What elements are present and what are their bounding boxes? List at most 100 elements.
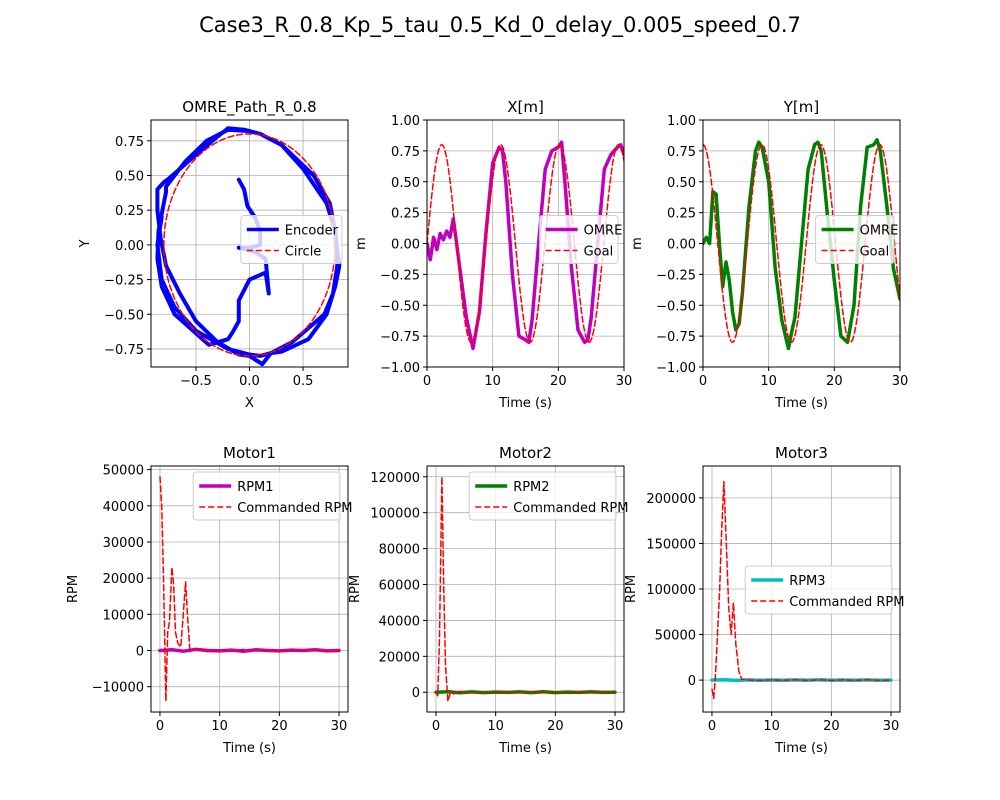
legend-label: Goal [584, 245, 614, 260]
y-tick-label: 20000 [103, 572, 144, 587]
axes-title: Motor3 [775, 444, 828, 462]
y-tick-label: 0.75 [391, 145, 420, 160]
series-line-commanded-rpm [435, 476, 616, 702]
y-tick-label: 0.75 [115, 135, 144, 150]
y-tick-label: −10000 [92, 681, 144, 696]
y-tick-label: −0.75 [104, 343, 144, 358]
legend-box [744, 565, 893, 615]
legend-box [539, 215, 619, 264]
y-axis-label: m [354, 237, 369, 250]
y-tick-label: 0 [412, 686, 420, 701]
axes-title: Y[m] [783, 98, 819, 116]
y-tick-label: 40000 [379, 614, 420, 629]
y-tick-label: −0.50 [104, 308, 144, 323]
y-tick-label: 100000 [646, 583, 696, 598]
y-tick-label: 0.25 [667, 207, 696, 222]
plot-area [434, 476, 617, 702]
series-line-omre [427, 140, 624, 351]
x-tick-label: 0 [156, 719, 164, 734]
x-tick-label: 0 [423, 374, 431, 389]
y-tick-label: 1.00 [391, 114, 420, 129]
x-axis-label: Time (s) [498, 741, 552, 756]
y-tick-label: 80000 [379, 543, 420, 558]
legend-label: Encoder [285, 224, 339, 239]
axes-container: −0.5 0.0 0.5 −0.75 −0.50 −0.25 0.00 0.25 0.50 0.7… [66, 98, 908, 756]
figure-suptitle: Case3_R_0.8_Kp_5_tau_0.5_Kd_0_delay_0.00… [199, 13, 801, 38]
y-tick-label: −1.00 [656, 361, 696, 376]
legend-label: OMRE [860, 224, 899, 239]
series-line-commanded-rpm [159, 476, 340, 702]
legend: OMRE Goal [539, 215, 623, 264]
x-tick-label: 10 [484, 374, 501, 389]
x-axis-label: Time (s) [498, 396, 552, 411]
y-tick-label: −0.25 [380, 268, 420, 283]
axes-frame [426, 465, 625, 713]
axes-title: X[m] [507, 98, 544, 116]
x-axis-label: Time (s) [222, 741, 276, 756]
plot-area [427, 140, 624, 351]
legend-label: RPM3 [789, 574, 825, 589]
y-tick-label: −0.25 [104, 274, 144, 289]
legend-box [192, 471, 341, 521]
legend-label: Commanded RPM [513, 501, 628, 516]
y-tick-label: 30000 [103, 536, 144, 551]
x-axis-label: Time (s) [774, 741, 828, 756]
axes-title: Motor1 [223, 444, 276, 462]
legend-label: Goal [860, 245, 890, 260]
y-tick-label: 0.50 [115, 170, 144, 185]
legend-label: OMRE [584, 224, 623, 239]
axes-frame [150, 465, 349, 713]
x-tick-label: 20 [271, 719, 288, 734]
y-tick-label: 1.00 [667, 114, 696, 129]
axes-motor2: 0 10 20 30 0 20000 40000 60000 80000 100000 120000… [348, 444, 628, 756]
x-tick-label: 30 [892, 374, 909, 389]
series-line-circle [163, 133, 336, 357]
plot-area [710, 480, 893, 700]
y-tick-label: −1.00 [380, 361, 420, 376]
y-tick-label: 50000 [103, 464, 144, 479]
legend-box [240, 215, 343, 264]
x-tick-label: 30 [883, 719, 900, 734]
y-axis-label: m [630, 237, 645, 250]
y-tick-label: 0.25 [391, 207, 420, 222]
x-tick-label: 0.0 [239, 374, 260, 389]
legend-label: Commanded RPM [789, 595, 904, 610]
x-tick-label: 30 [331, 719, 348, 734]
y-tick-label: −0.50 [656, 299, 696, 314]
x-tick-label: 20 [823, 719, 840, 734]
axes-motor3: 0 10 20 30 0 50000 100000 150000 200000 Motor3 Tim… [624, 444, 904, 756]
y-axis-label: RPM [348, 575, 363, 603]
series-line-commanded-rpm [711, 480, 892, 700]
x-tick-label: 0 [699, 374, 707, 389]
x-tick-label: 0.5 [293, 374, 314, 389]
x-tick-label: 20 [547, 719, 564, 734]
legend-label: RPM1 [237, 480, 273, 495]
legend-box [815, 215, 895, 264]
y-tick-label: 150000 [646, 537, 696, 552]
y-axis-label: RPM [624, 575, 639, 603]
legend: RPM3 Commanded RPM [744, 565, 904, 615]
legend-label: RPM2 [513, 480, 549, 495]
x-tick-label: 20 [550, 374, 567, 389]
y-tick-label: 20000 [379, 650, 420, 665]
legend-label: Circle [285, 245, 322, 260]
axes-ym: 0 10 20 30 −1.00 −0.75 −0.50 −0.25 0.00 0.25 0.50 0… [630, 98, 908, 411]
axes-title: Motor2 [499, 444, 552, 462]
x-tick-label: 30 [607, 719, 624, 734]
x-tick-label: 0 [432, 719, 440, 734]
x-axis-label: X [245, 396, 254, 411]
y-tick-label: −0.75 [656, 330, 696, 345]
series-line-goal [427, 143, 624, 344]
legend: RPM1 Commanded RPM [192, 471, 352, 521]
y-tick-label: 10000 [103, 608, 144, 623]
axes-motor1: 0 10 20 30 −10000 0 10000 20000 30000 40000 50000 M… [66, 444, 352, 756]
y-tick-label: 0.50 [667, 176, 696, 191]
legend-box [468, 471, 617, 521]
x-tick-label: 20 [826, 374, 843, 389]
y-axis-label: Y [78, 239, 93, 248]
y-tick-label: 0.75 [667, 145, 696, 160]
legend: RPM2 Commanded RPM [468, 471, 628, 521]
x-tick-label: 10 [760, 374, 777, 389]
y-tick-label: 0.00 [115, 239, 144, 254]
